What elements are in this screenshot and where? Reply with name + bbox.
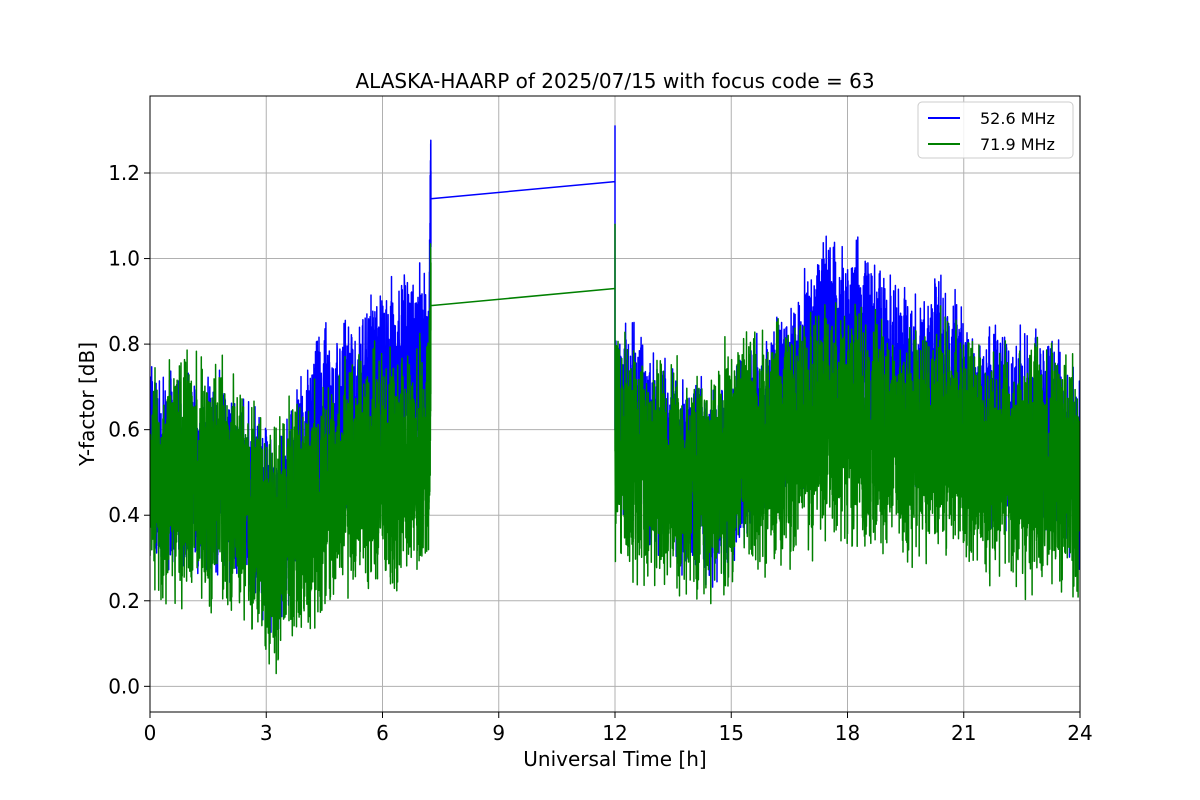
x-tick-label: 12 [602,721,627,745]
tick-marks: 0 3 6 9 12 15 18 21 24 0.0 0.2 0.4 0.6 0.8 1.0 1.2 [108,161,1093,745]
legend-label: 52.6 MHz [980,109,1055,128]
y-tick-label: 0.6 [108,418,140,442]
x-tick-label: 15 [719,721,744,745]
y-tick-label: 1.0 [108,247,140,271]
chart-title: ALASKA-HAARP of 2025/07/15 with focus co… [355,69,874,93]
y-tick-label: 0.8 [108,332,140,356]
y-tick-label: 1.2 [108,161,140,185]
series-line [150,223,1080,675]
series-2 [150,223,1080,675]
legend: 52.6 MHz 71.9 MHz [917,101,1074,159]
x-tick-label: 0 [144,721,157,745]
x-tick-label: 18 [835,721,860,745]
plot-area [150,125,1080,675]
x-tick-label: 3 [260,721,273,745]
y-tick-label: 0.4 [108,503,140,527]
y-tick-label: 0.2 [108,589,140,613]
legend-label: 71.9 MHz [980,135,1055,154]
x-axis-label: Universal Time [h] [523,747,706,771]
y-axis-label: Y-factor [dB] [75,342,99,467]
x-tick-label: 6 [376,721,389,745]
x-tick-label: 9 [492,721,505,745]
x-tick-label: 24 [1067,721,1092,745]
y-tick-label: 0.0 [108,674,140,698]
x-tick-label: 21 [951,721,976,745]
